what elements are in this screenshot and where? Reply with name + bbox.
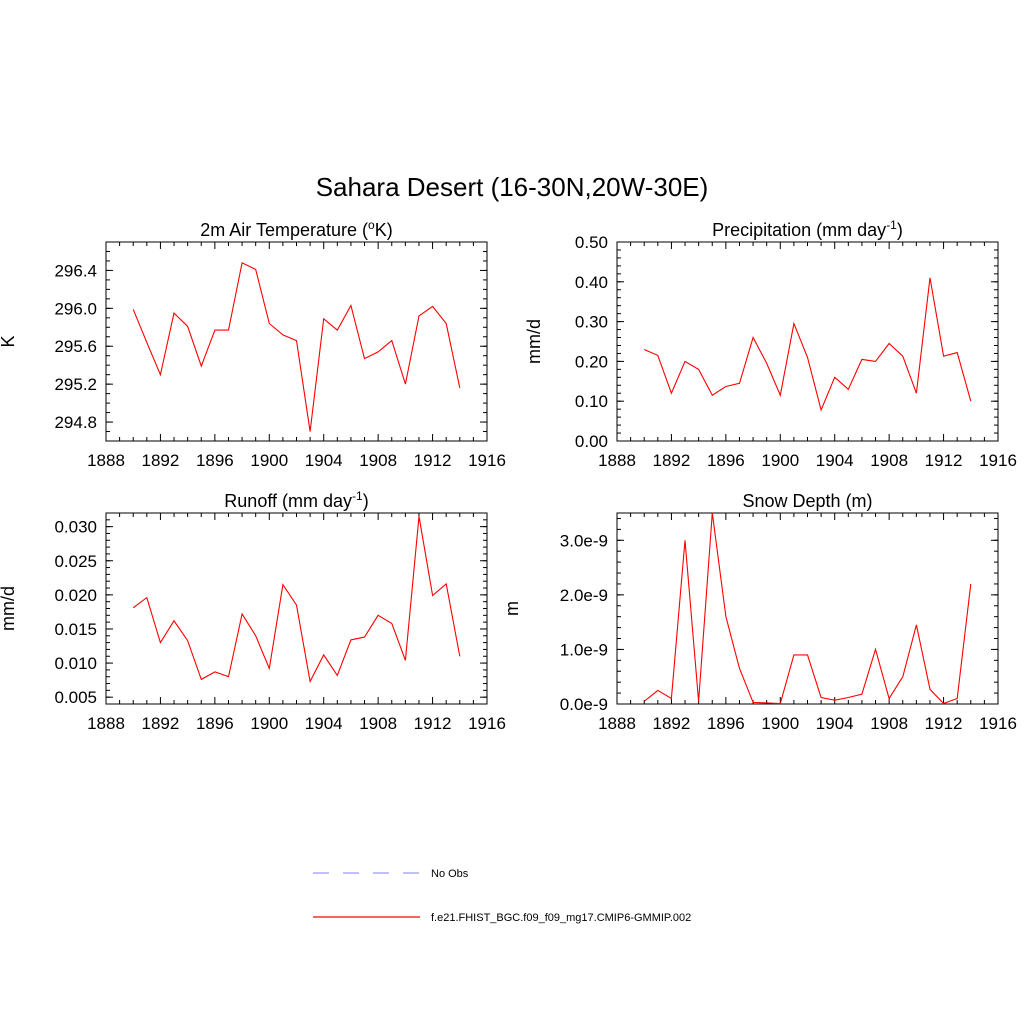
legend-label-2: f.e21.FHIST_BGC.f09_f09_mg17.CMIP6-GMMIP… bbox=[431, 912, 691, 924]
x-tick-label: 1888 bbox=[87, 714, 125, 733]
y-tick-label: 3.0e-9 bbox=[560, 531, 608, 550]
x-tick-label: 1916 bbox=[468, 714, 506, 733]
y-axis-label: mm/d bbox=[524, 319, 544, 364]
x-tick-label: 1908 bbox=[359, 714, 397, 733]
legend-label-1: No Obs bbox=[431, 868, 469, 880]
panel-title-suffix: ) bbox=[897, 220, 903, 240]
x-tick-label: 1912 bbox=[414, 714, 452, 733]
x-tick-label: 1904 bbox=[816, 714, 854, 733]
y-axis-label: K bbox=[0, 335, 18, 347]
y-tick-label: 0.025 bbox=[54, 552, 97, 571]
y-tick-label: 0.00 bbox=[575, 432, 608, 451]
x-tick-label: 1908 bbox=[870, 451, 908, 470]
x-tick-label: 1892 bbox=[653, 714, 691, 733]
y-tick-label: 295.2 bbox=[54, 375, 97, 394]
x-tick-label: 1912 bbox=[925, 451, 963, 470]
series-line bbox=[132, 516, 461, 684]
x-tick-label: 1904 bbox=[816, 451, 854, 470]
x-tick-label: 1916 bbox=[468, 451, 506, 470]
x-tick-label: 1896 bbox=[707, 451, 745, 470]
plot-frame bbox=[616, 512, 999, 705]
panel-title-text: 2m Air Temperature ( bbox=[200, 220, 368, 240]
panel-title-superscript: -1 bbox=[352, 489, 363, 503]
y-tick-label: 0.015 bbox=[54, 620, 97, 639]
y-tick-label: 0.030 bbox=[54, 518, 97, 537]
x-tick-label: 1888 bbox=[87, 451, 125, 470]
figure-title: Sahara Desert (16-30N,20W-30E) bbox=[316, 172, 709, 202]
y-tick-label: 0.10 bbox=[575, 392, 608, 411]
y-axis-label: mm/d bbox=[0, 586, 18, 631]
y-tick-label: 0.40 bbox=[575, 273, 608, 292]
y-tick-label: 294.8 bbox=[54, 413, 97, 432]
y-tick-label: 2.0e-9 bbox=[560, 586, 608, 605]
x-tick-label: 1916 bbox=[979, 451, 1017, 470]
x-tick-label: 1904 bbox=[305, 451, 343, 470]
legend: No Obs f.e21.FHIST_BGC.f09_f09_mg17.CMIP6… bbox=[313, 868, 691, 924]
series-line bbox=[132, 261, 461, 432]
x-tick-label: 1916 bbox=[979, 714, 1017, 733]
y-tick-label: 0.30 bbox=[575, 313, 608, 332]
x-tick-label: 1912 bbox=[414, 451, 452, 470]
x-tick-label: 1908 bbox=[870, 714, 908, 733]
x-tick-label: 1892 bbox=[653, 451, 691, 470]
panels: 2m Air Temperature (oK) K 1888 1892 1896 1900… bbox=[0, 218, 1017, 733]
x-tick-label: 1900 bbox=[250, 714, 288, 733]
y-tick-label: 0.005 bbox=[54, 688, 97, 707]
y-tick-label: 296.0 bbox=[54, 299, 97, 318]
panel-title-suffix: K) bbox=[375, 220, 393, 240]
panel-title: Precipitation (mm day-1) bbox=[712, 218, 903, 240]
panel-title-superscript: o bbox=[368, 218, 375, 232]
series-line bbox=[643, 512, 972, 705]
panel-title-suffix: ) bbox=[363, 491, 369, 511]
x-tick-label: 1892 bbox=[142, 714, 180, 733]
panel-title-text: Runoff (mm day bbox=[224, 491, 352, 511]
y-tick-label: 0.20 bbox=[575, 352, 608, 371]
y-tick-label: 0.50 bbox=[575, 233, 608, 252]
x-tick-label: 1896 bbox=[196, 714, 234, 733]
panel-title: 2m Air Temperature (oK) bbox=[200, 218, 392, 240]
x-tick-label: 1912 bbox=[925, 714, 963, 733]
y-tick-label: 295.6 bbox=[54, 337, 97, 356]
panel-title-text: Snow Depth (m) bbox=[742, 491, 872, 511]
y-tick-label: 0.020 bbox=[54, 586, 97, 605]
panel-2: Precipitation (mm day-1) mm/d 1888 1892 1896… bbox=[524, 218, 1017, 470]
x-tick-label: 1896 bbox=[196, 451, 234, 470]
x-tick-label: 1900 bbox=[250, 451, 288, 470]
y-tick-label: 0.010 bbox=[54, 654, 97, 673]
panel-4: Snow Depth (m) m 1888 1892 1896 1900 1904 1908 1… bbox=[502, 491, 1017, 733]
panel-3: Runoff (mm day-1) mm/d 1888 1892 1896 1900 190… bbox=[0, 489, 506, 733]
plot-frame bbox=[105, 512, 488, 705]
y-tick-label: 296.4 bbox=[54, 261, 97, 280]
panel-title: Runoff (mm day-1) bbox=[224, 489, 368, 511]
x-tick-label: 1904 bbox=[305, 714, 343, 733]
y-axis-label: m bbox=[502, 601, 522, 616]
x-tick-label: 1908 bbox=[359, 451, 397, 470]
x-tick-label: 1888 bbox=[598, 451, 636, 470]
series-line bbox=[643, 277, 972, 412]
y-tick-label: 1.0e-9 bbox=[560, 640, 608, 659]
panel-title-text: Precipitation (mm day bbox=[712, 220, 886, 240]
panel-title-superscript: -1 bbox=[886, 218, 897, 232]
panel-1: 2m Air Temperature (oK) K 1888 1892 1896 1900… bbox=[0, 218, 506, 470]
y-tick-label: 0.0e-9 bbox=[560, 695, 608, 714]
x-tick-label: 1900 bbox=[761, 451, 799, 470]
x-tick-label: 1892 bbox=[142, 451, 180, 470]
x-tick-label: 1896 bbox=[707, 714, 745, 733]
panel-title: Snow Depth (m) bbox=[742, 491, 872, 511]
x-tick-label: 1888 bbox=[598, 714, 636, 733]
x-tick-label: 1900 bbox=[761, 714, 799, 733]
